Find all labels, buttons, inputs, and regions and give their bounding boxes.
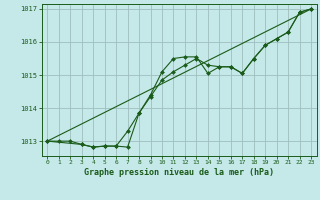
X-axis label: Graphe pression niveau de la mer (hPa): Graphe pression niveau de la mer (hPa): [84, 168, 274, 177]
